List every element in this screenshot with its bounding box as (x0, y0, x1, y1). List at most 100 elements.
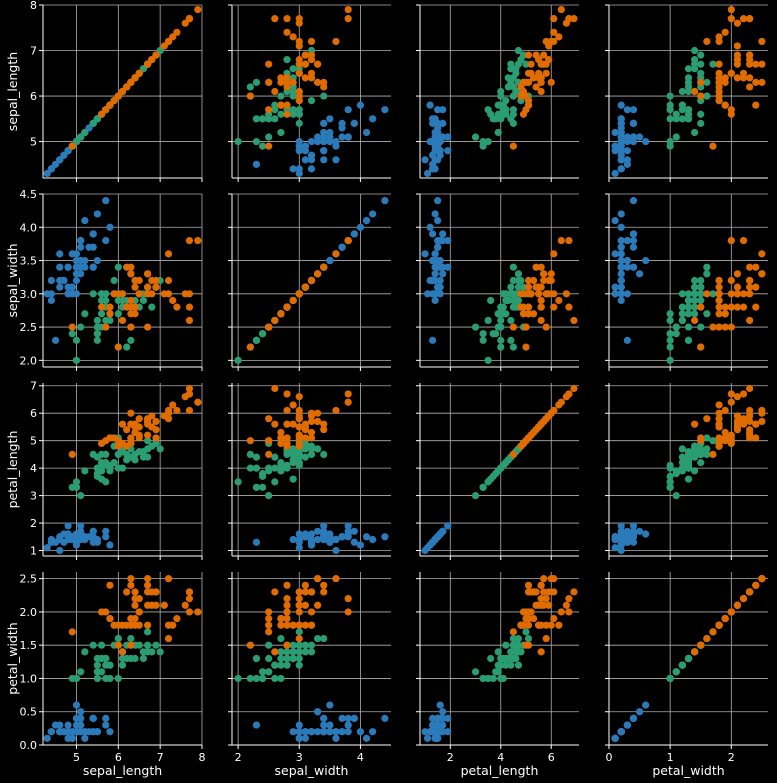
data-point (733, 19, 742, 27)
data-point (114, 634, 122, 643)
data-point (666, 106, 674, 114)
data-point (746, 290, 754, 298)
data-point (444, 147, 452, 155)
data-point (623, 535, 631, 544)
data-point (369, 210, 377, 218)
data-point (307, 97, 316, 105)
data-point (283, 595, 291, 603)
data-point (301, 728, 309, 736)
data-point (246, 437, 254, 445)
data-point (537, 595, 545, 603)
data-point (295, 601, 303, 609)
data-point (752, 60, 760, 68)
x-tick-label: 7 (157, 751, 164, 764)
data-point (555, 33, 563, 41)
data-point (697, 51, 705, 59)
data-point (527, 60, 535, 68)
data-point (436, 290, 444, 298)
data-point (487, 654, 495, 663)
y-tick-label: 1.5 (20, 639, 38, 652)
data-point (252, 654, 261, 663)
data-point (691, 648, 699, 656)
y-tick-label: 8 (30, 0, 37, 12)
data-point (314, 535, 322, 544)
data-point (144, 581, 152, 589)
data-point (258, 142, 267, 150)
data-point (431, 276, 439, 285)
data-point (301, 621, 309, 629)
data-point (127, 270, 135, 278)
data-point (56, 546, 64, 555)
data-point (356, 101, 365, 109)
panel-sepal_length-vs-sepal_width (228, 4, 391, 182)
data-point (77, 530, 85, 538)
data-point (246, 92, 254, 100)
data-point (77, 522, 85, 530)
data-point (666, 478, 674, 486)
data-point (144, 290, 152, 298)
data-point (691, 56, 699, 64)
data-point (139, 296, 148, 305)
data-point (362, 734, 371, 742)
data-point (535, 290, 543, 298)
data-point (102, 533, 110, 541)
data-point (314, 601, 322, 609)
data-point (144, 270, 152, 278)
data-point (727, 290, 735, 298)
data-point (56, 250, 64, 258)
y-tick-label: 6 (30, 90, 37, 103)
data-point (642, 256, 650, 265)
data-point (93, 472, 101, 480)
data-point (542, 634, 550, 643)
data-point (307, 412, 316, 420)
data-point (118, 464, 127, 472)
data-point (471, 668, 480, 676)
data-point (752, 78, 760, 86)
data-point (550, 588, 558, 596)
data-point (434, 243, 442, 251)
data-point (623, 137, 631, 146)
data-point (102, 323, 110, 331)
data-point (131, 74, 139, 82)
data-point (356, 541, 365, 549)
data-point (540, 270, 548, 278)
data-point (81, 256, 89, 265)
data-point (629, 533, 638, 541)
data-point (727, 236, 735, 245)
data-point (739, 15, 748, 23)
data-point (721, 323, 729, 331)
data-point (338, 133, 346, 141)
data-point (332, 734, 340, 742)
data-point (542, 290, 550, 298)
data-point (72, 535, 81, 544)
data-point (697, 78, 705, 86)
x-axis-label-petal_width: petal_width (652, 763, 724, 778)
data-point (715, 276, 723, 285)
data-point (89, 119, 97, 127)
data-point (691, 128, 699, 137)
data-point (271, 87, 279, 96)
data-point (489, 115, 497, 123)
data-point (703, 310, 711, 318)
data-point (629, 236, 638, 245)
data-point (507, 115, 515, 123)
data-point (684, 448, 693, 456)
data-point (727, 5, 735, 14)
data-point (283, 420, 291, 428)
data-point (314, 445, 322, 453)
data-point (522, 78, 530, 86)
data-point (314, 634, 322, 643)
data-point (540, 51, 548, 59)
data-point (721, 428, 729, 437)
data-point (301, 434, 309, 442)
data-point (102, 290, 110, 298)
data-point (344, 390, 352, 398)
data-point (320, 588, 328, 596)
data-point (81, 217, 89, 225)
data-point (444, 133, 452, 141)
data-point (524, 303, 533, 311)
data-point (93, 323, 101, 331)
data-point (173, 614, 181, 623)
data-point (623, 336, 631, 344)
data-point (504, 83, 512, 91)
